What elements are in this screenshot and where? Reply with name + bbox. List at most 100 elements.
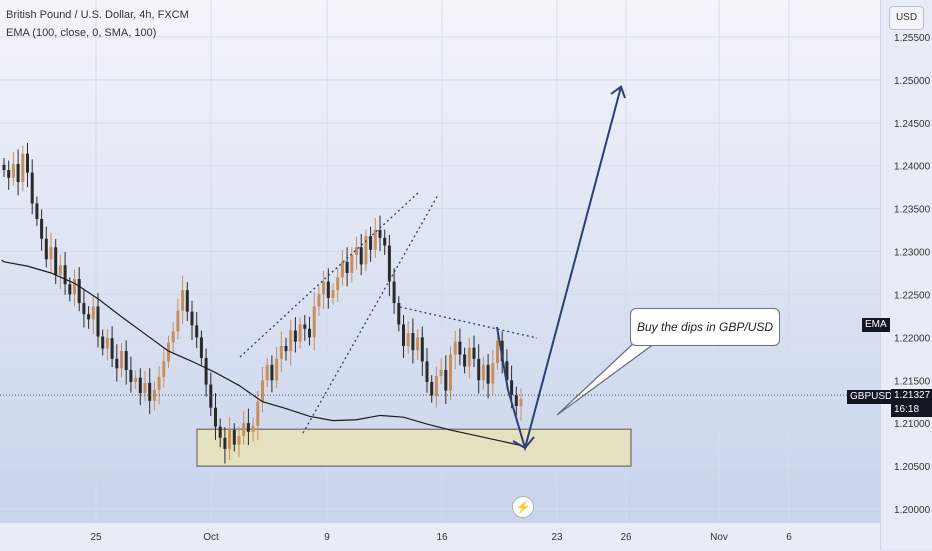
callout-pointer	[556, 340, 660, 416]
candle-body	[96, 306, 100, 337]
candle-body	[289, 330, 293, 352]
current-price-tag: 1.21327	[891, 389, 932, 403]
time-axis[interactable]	[0, 522, 880, 551]
candle-body	[7, 170, 11, 178]
candle-body	[251, 425, 255, 432]
candle-body	[63, 265, 67, 285]
candle-body	[87, 314, 91, 320]
candle-body	[458, 341, 462, 355]
candle-body	[232, 430, 236, 445]
candle-body	[439, 369, 443, 376]
candle-body	[510, 380, 514, 395]
candle-body	[101, 336, 105, 349]
candle-body	[312, 306, 316, 338]
candle-body	[397, 303, 401, 325]
candle-body	[265, 364, 269, 381]
candle-body	[425, 361, 429, 382]
candle-body	[16, 164, 20, 183]
candle-body	[317, 294, 321, 307]
symbol-tag: GBPUSD	[847, 390, 896, 404]
candle-body	[223, 437, 227, 449]
candle-body	[143, 382, 147, 394]
candle-body	[434, 375, 438, 396]
ema-line	[1, 259, 522, 447]
candle-body	[73, 279, 76, 295]
candle-body	[430, 381, 434, 396]
candle-body	[275, 358, 279, 381]
candle-body	[472, 347, 476, 359]
candle-body	[298, 324, 302, 342]
indicator-legend[interactable]: EMA (100, close, 0, SMA, 100)	[6, 27, 157, 39]
candle-body	[359, 247, 363, 265]
candle-body	[152, 389, 156, 401]
candle-body	[26, 153, 29, 173]
candle-body	[54, 247, 58, 275]
candle-body	[336, 277, 340, 291]
candle-body	[453, 341, 457, 355]
price-tick: 1.20500	[894, 462, 931, 473]
price-tick: 1.21500	[894, 376, 931, 387]
candle-body	[467, 347, 471, 367]
candle-body	[308, 328, 311, 338]
price-tick: 1.23000	[894, 248, 931, 259]
candle-body	[284, 345, 288, 352]
candle-body	[82, 303, 86, 315]
candle-body	[68, 284, 72, 295]
candle-body	[444, 369, 448, 391]
candle-body	[481, 364, 485, 381]
time-tick-labels: 25 Oct 9 16 23 26 Nov 6	[90, 532, 792, 543]
projection-arrow	[496, 86, 622, 452]
arrow-bottom-head	[512, 436, 535, 450]
time-tick: 9	[324, 532, 330, 543]
candle-body	[322, 281, 326, 295]
trend-drawings	[0, 85, 880, 452]
price-tick: 1.24000	[894, 162, 931, 173]
price-tick: 1.22500	[894, 290, 931, 301]
candle-body	[181, 290, 185, 311]
candle-body	[326, 281, 330, 298]
candle-body	[519, 399, 523, 407]
candle-body	[279, 345, 283, 359]
candle-body	[402, 324, 405, 346]
candle-body	[355, 247, 358, 255]
candle-body	[134, 377, 138, 382]
candle-body	[449, 354, 452, 391]
price-axis[interactable]	[880, 0, 932, 550]
time-tick: Nov	[710, 532, 728, 543]
time-tick: 26	[620, 532, 632, 543]
candle-body	[392, 281, 396, 304]
time-tick: 16	[436, 532, 448, 543]
ema-label-tag: EMA	[862, 318, 890, 332]
time-tick: 25	[90, 532, 102, 543]
candle-body	[190, 311, 194, 326]
candle-body	[58, 265, 62, 275]
candle-series	[2, 142, 523, 464]
annotation-callout[interactable]: Buy the dips in GBP/USD	[630, 308, 780, 346]
candle-body	[2, 164, 6, 171]
price-tick: 1.21000	[894, 419, 931, 430]
candle-body	[514, 394, 518, 407]
lightning-icon[interactable]: ⚡	[512, 496, 534, 518]
candle-body	[369, 236, 373, 250]
candle-body	[383, 237, 387, 246]
currency-button[interactable]: USD	[889, 6, 924, 30]
time-tick: 23	[551, 532, 563, 543]
resistance-line	[399, 306, 538, 339]
arrow-up-head	[610, 85, 626, 99]
demand-zone	[196, 428, 632, 467]
candle-body	[162, 361, 166, 377]
candle-body	[124, 351, 128, 370]
price-tick-labels: 1.25500 1.25000 1.24500 1.24000 1.23500 1.230…	[894, 33, 931, 516]
candle-body	[486, 364, 490, 384]
candle-body	[185, 290, 189, 312]
candle-body	[214, 407, 217, 427]
candle-body	[157, 376, 161, 390]
candle-body	[420, 337, 424, 362]
chart-title: British Pound / U.S. Dollar, 4h, FXCM	[6, 9, 189, 21]
candle-body	[406, 333, 410, 346]
candle-body	[387, 245, 391, 282]
demand-zone-rect	[196, 428, 632, 467]
countdown-tag: 16:18	[891, 403, 932, 417]
candle-body	[199, 337, 203, 358]
channel-lower-line	[302, 194, 439, 434]
